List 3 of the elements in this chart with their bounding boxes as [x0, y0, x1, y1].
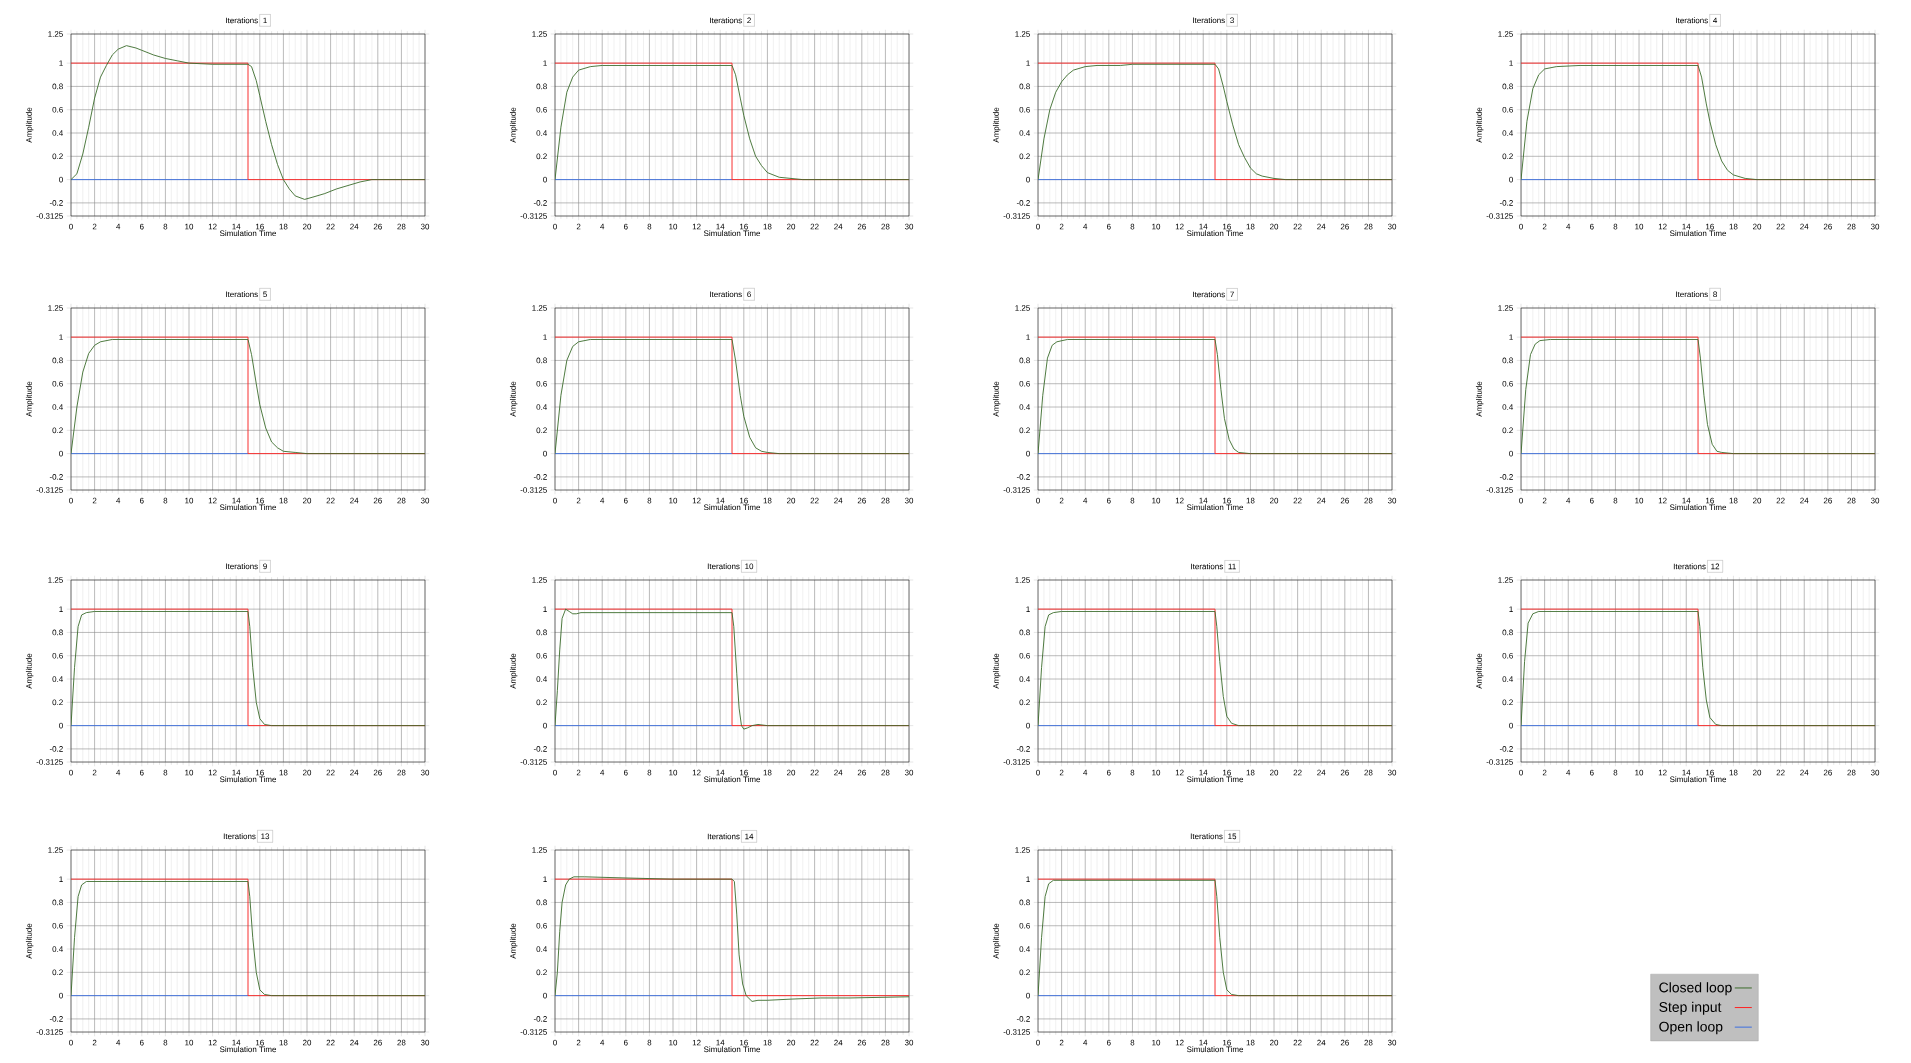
legend-label: Step input — [1659, 1001, 1722, 1015]
legend-label: Closed loop — [1659, 982, 1732, 996]
legend-label: Open loop — [1659, 1021, 1723, 1035]
